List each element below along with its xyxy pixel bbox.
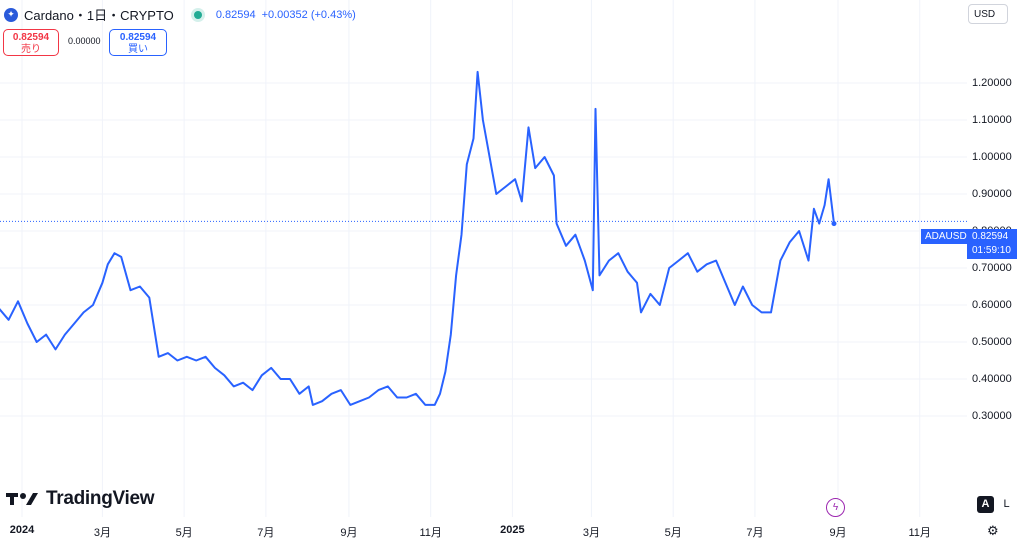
symbol-price-tag: ADAUSD <box>921 229 967 244</box>
tradingview-logo[interactable]: TradingView <box>6 488 155 510</box>
gear-icon[interactable]: ⚙ <box>987 523 999 538</box>
sell-price: 0.82594 <box>12 32 50 43</box>
spread-value: 0.00000 <box>68 36 101 46</box>
header-price: 0.82594 <box>215 8 256 21</box>
x-tick-label: 3月 <box>93 527 111 539</box>
header-change: +0.00352 (+0.43%) <box>261 8 356 21</box>
auto-scale-button[interactable]: A <box>977 496 994 513</box>
x-tick-label: 5月 <box>664 527 682 539</box>
x-tick-label: 7月 <box>257 527 275 539</box>
cardano-logo-icon: ✦ <box>4 7 18 22</box>
buy-button[interactable]: 0.82594 買い <box>109 29 167 56</box>
y-tick-label: 0.70000 <box>972 262 1012 274</box>
x-tick-label: 3月 <box>582 527 601 539</box>
y-tick-label: 0.30000 <box>972 410 1012 422</box>
last-price-dot <box>831 221 837 227</box>
ada-price-line <box>0 70 835 406</box>
x-tick-label: 2024 <box>9 524 35 536</box>
buy-label: 買い <box>128 44 148 55</box>
current-price-tag: 0.82594 01:59:10 <box>967 229 1017 259</box>
tradingview-logo-icon <box>6 493 38 505</box>
symbol-header: ✦ Cardano・1日・CRYPTO 0.82594 +0.00352 (+0… <box>4 5 356 24</box>
y-tick-label: 0.40000 <box>972 373 1012 385</box>
gridlines <box>0 0 967 517</box>
y-tick-label: 0.60000 <box>972 299 1012 311</box>
x-tick-label: 9月 <box>829 527 847 539</box>
y-tick-label: 1.10000 <box>972 114 1012 126</box>
x-tick-label: 11月 <box>419 527 442 539</box>
symbol-title[interactable]: Cardano・1日・CRYPTO <box>24 8 174 23</box>
y-tick-label: 0.50000 <box>972 336 1012 348</box>
market-open-indicator <box>193 10 202 19</box>
chart-plot-area[interactable] <box>0 0 967 517</box>
y-tick-label: 1.00000 <box>972 151 1012 163</box>
log-scale-button[interactable]: L <box>1003 498 1010 510</box>
x-tick-label: 11月 <box>908 527 931 539</box>
x-tick-label: 9月 <box>340 527 358 539</box>
lightning-icon[interactable]: ϟ <box>826 498 845 517</box>
x-tick-label: 7月 <box>746 527 764 539</box>
bar-countdown: 01:59:10 <box>972 245 1011 256</box>
sell-button[interactable]: 0.82594 売り <box>3 29 59 56</box>
x-tick-label: 2025 <box>500 524 525 536</box>
currency-button[interactable]: USD <box>968 4 1008 24</box>
sell-label: 売り <box>21 44 41 55</box>
buy-price: 0.82594 <box>119 32 157 43</box>
current-price-value: 0.82594 <box>972 231 1009 242</box>
brand-name: TradingView <box>46 488 155 509</box>
x-tick-label: 5月 <box>175 527 193 539</box>
y-tick-label: 1.20000 <box>972 77 1012 89</box>
y-tick-label: 0.90000 <box>972 188 1012 200</box>
